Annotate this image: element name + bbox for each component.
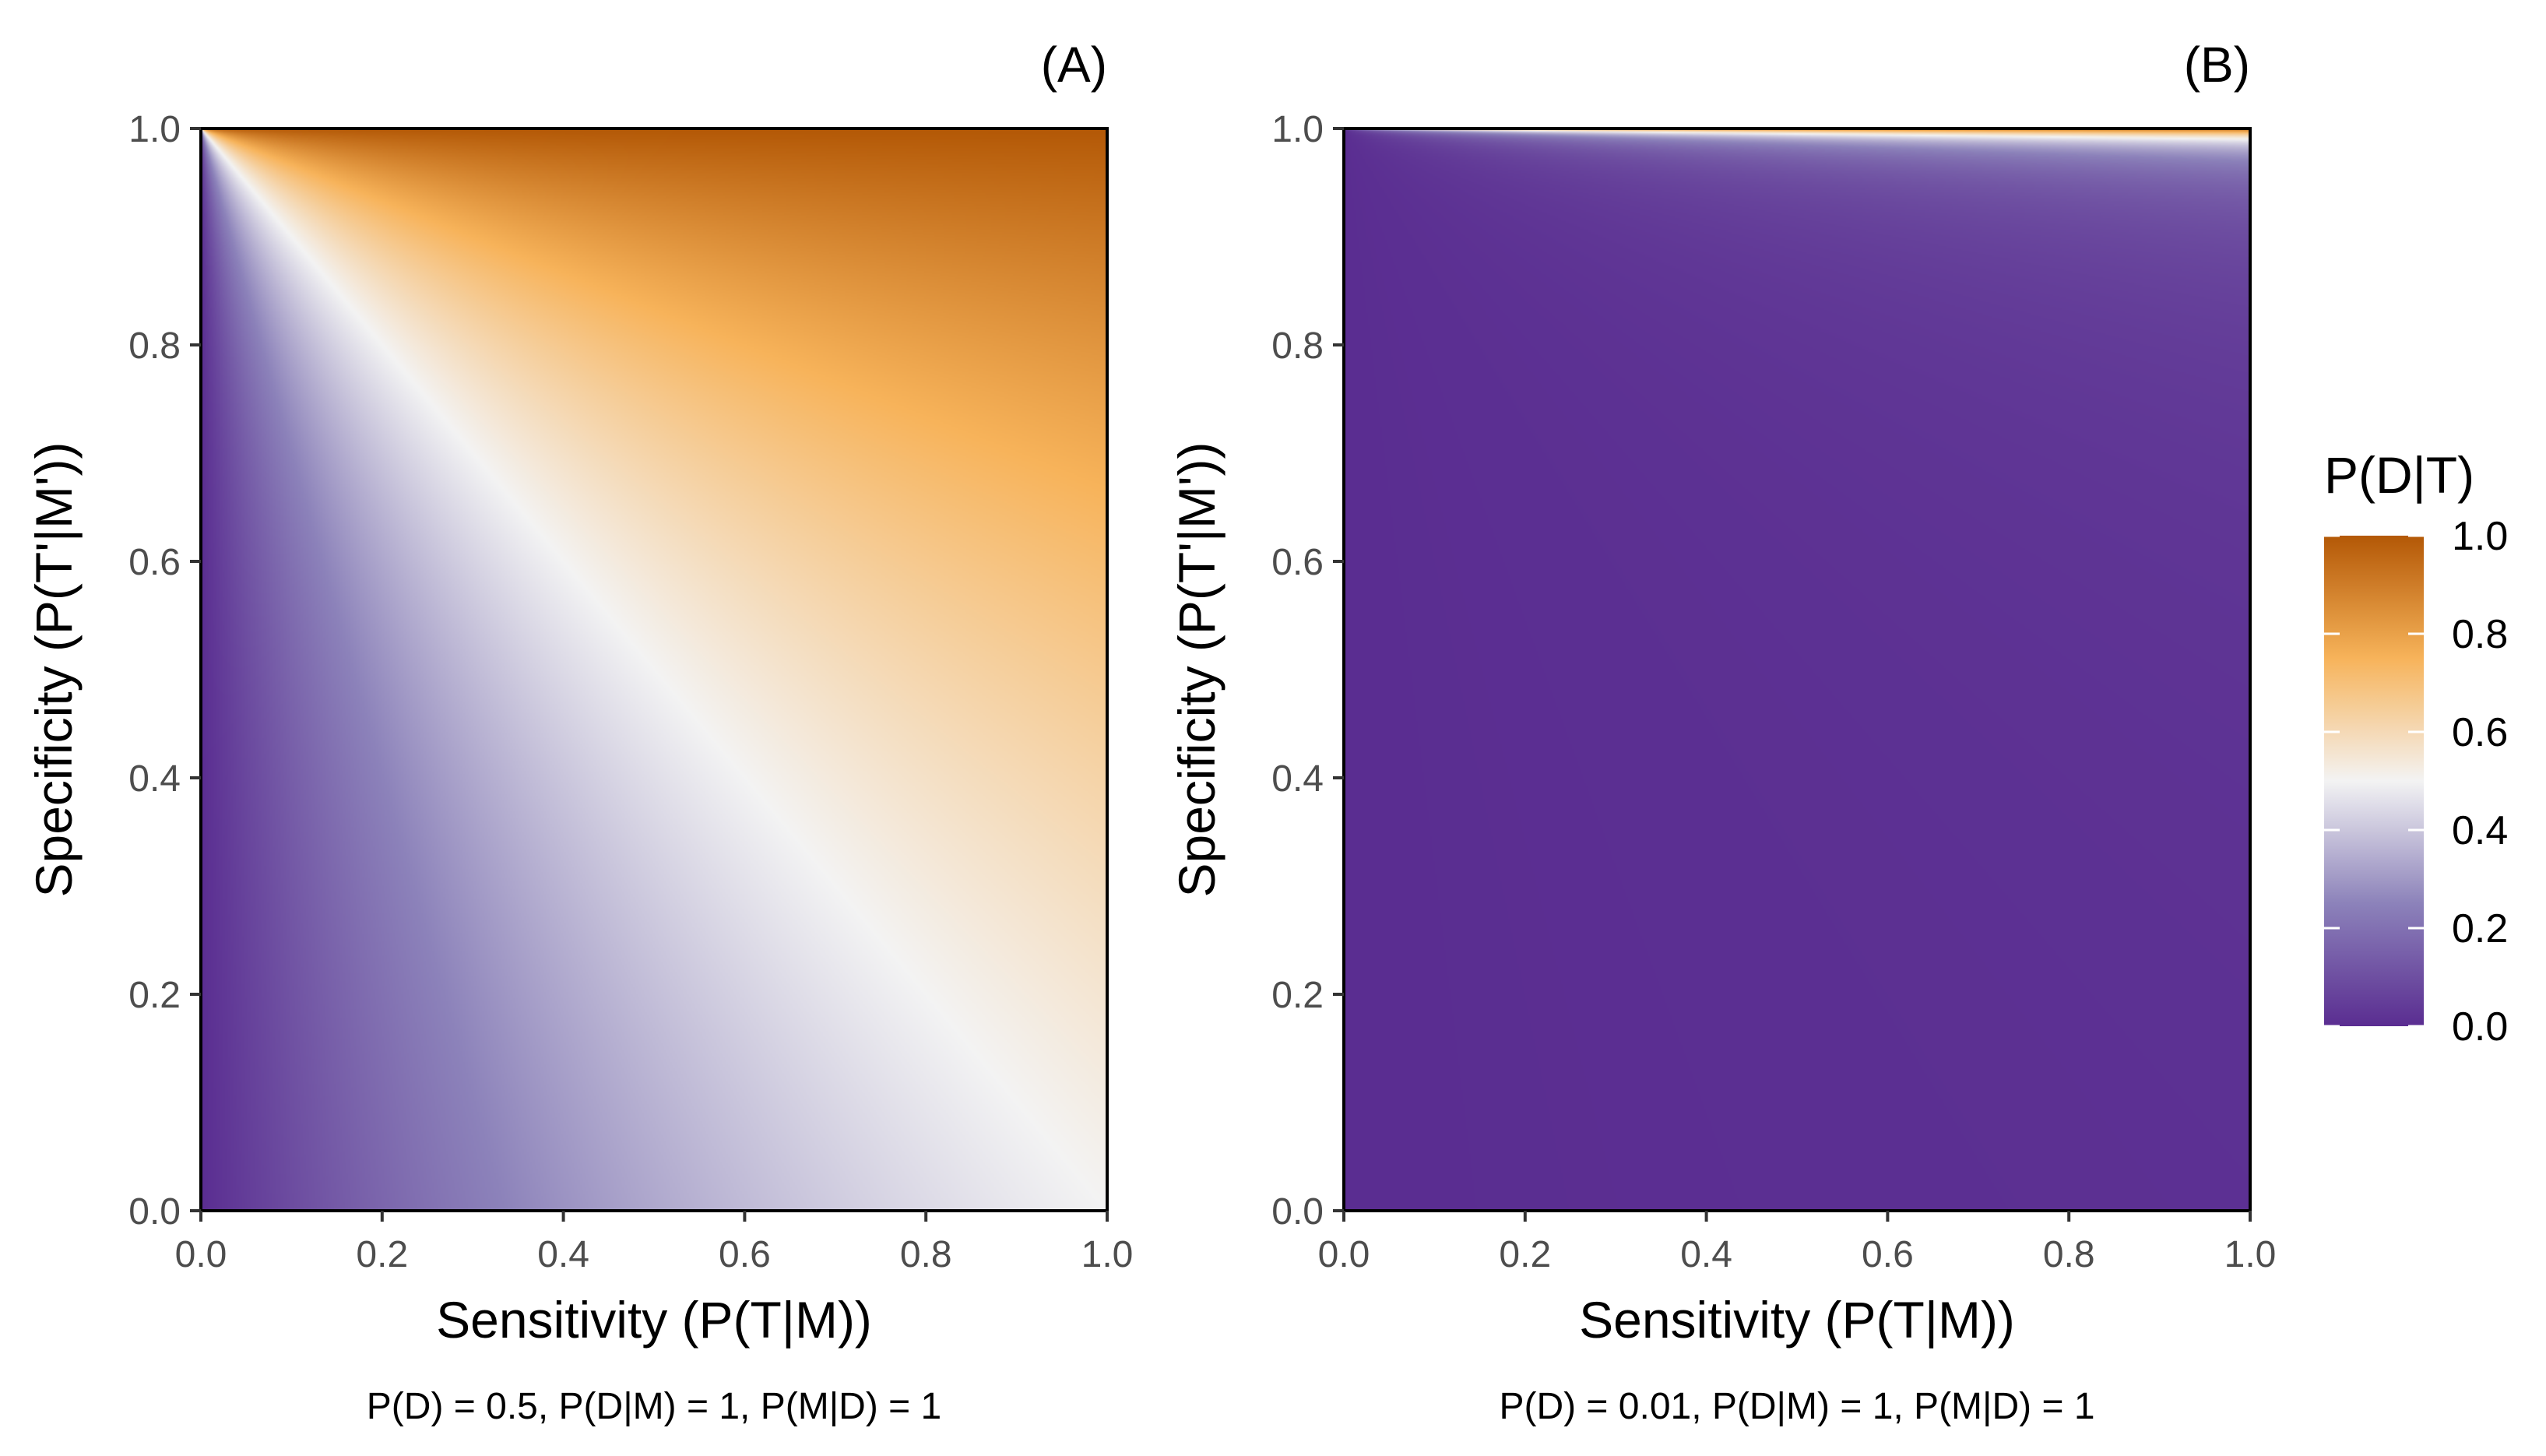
legend-title: P(D|T) <box>2324 446 2474 504</box>
y-axis-title-a: Specificity (P(T'|M')) <box>25 441 83 897</box>
colorbar-tick-label: 1.0 <box>2452 514 2508 559</box>
x-tick-label: 0.2 <box>356 1234 408 1275</box>
y-tick-label: 0.0 <box>128 1191 181 1233</box>
x-tick-label: 0.8 <box>900 1234 952 1275</box>
plot-border-b <box>1342 127 2252 1212</box>
colorbar-legend: P(D|T) 1.0 0.8 0.6 0.4 0.2 0.0 <box>2324 446 2508 1050</box>
y-axis-title-b: Specificity (P(T'|M')) <box>1168 441 1226 897</box>
x-axis-title-a: Sensitivity (P(T|M)) <box>436 1291 872 1349</box>
plot-border-a <box>199 127 1109 1212</box>
panel-label-a: (A) <box>1041 37 1107 93</box>
caption-b: P(D) = 0.01, P(D|M) = 1, P(M|D) = 1 <box>1499 1386 2094 1427</box>
y-tick-label: 0.8 <box>1271 325 1324 367</box>
caption-a: P(D) = 0.5, P(D|M) = 1, P(M|D) = 1 <box>367 1386 941 1427</box>
x-tick-label: 1.0 <box>1081 1234 1134 1275</box>
x-tick-label: 0.4 <box>1680 1234 1732 1275</box>
y-tick-label: 0.0 <box>1271 1191 1324 1233</box>
y-tick-label: 1.0 <box>128 109 181 150</box>
x-axis-title-b: Sensitivity (P(T|M)) <box>1579 1291 2015 1349</box>
y-tick-label: 0.6 <box>128 542 181 583</box>
heatmap-a-canvas <box>201 128 1107 1211</box>
x-tick-label: 0.4 <box>537 1234 589 1275</box>
y-tick-label: 1.0 <box>1271 109 1324 150</box>
colorbar-tick-label: 0.2 <box>2452 906 2508 951</box>
x-tick-label: 0.2 <box>1499 1234 1551 1275</box>
x-tick-label: 0.8 <box>2043 1234 2095 1275</box>
colorbar-ticks: 1.0 0.8 0.6 0.4 0.2 0.0 <box>2324 514 2508 1050</box>
heatmap-a-frame <box>201 128 1107 1211</box>
panel-b: 0.0 0.2 0.4 0.6 0.8 1.0 0.0 0.2 0.4 0.6 0.8 1.0 (B)… <box>1168 37 2276 1427</box>
panel-label-b: (B) <box>2184 37 2250 93</box>
axis-ticks-b: 0.0 0.2 0.4 0.6 0.8 1.0 0.0 0.2 0.4 0.6 0.8 1.0 <box>1271 109 2276 1275</box>
x-tick-label: 0.6 <box>1862 1234 1914 1275</box>
y-tick-label: 0.6 <box>1271 542 1324 583</box>
y-tick-label: 0.2 <box>1271 975 1324 1016</box>
colorbar-tick-label: 0.8 <box>2452 612 2508 657</box>
x-tick-label: 0.6 <box>719 1234 771 1275</box>
colorbar <box>2324 536 2424 1026</box>
y-tick-label: 0.8 <box>128 325 181 367</box>
y-tick-label: 0.4 <box>128 758 181 800</box>
x-tick-label: 0.0 <box>1318 1234 1370 1275</box>
panel-a: 0.0 0.2 0.4 0.6 0.8 1.0 0.0 0.2 0.4 0.6 0.8 1.0 (A)… <box>25 37 1133 1427</box>
heatmap-b-frame <box>1344 128 2250 1211</box>
axis-ticks-a: 0.0 0.2 0.4 0.6 0.8 1.0 0.0 0.2 0.4 0.6 0.8 1.0 <box>128 109 1133 1275</box>
y-tick-label: 0.4 <box>1271 758 1324 800</box>
colorbar-tick-label: 0.4 <box>2452 808 2508 853</box>
colorbar-tick-label: 0.6 <box>2452 710 2508 755</box>
y-tick-label: 0.2 <box>128 975 181 1016</box>
colorbar-tick-label: 0.0 <box>2452 1004 2508 1050</box>
heatmap-b-canvas <box>1344 128 2250 1211</box>
x-tick-label: 1.0 <box>2224 1234 2277 1275</box>
x-tick-label: 0.0 <box>175 1234 227 1275</box>
